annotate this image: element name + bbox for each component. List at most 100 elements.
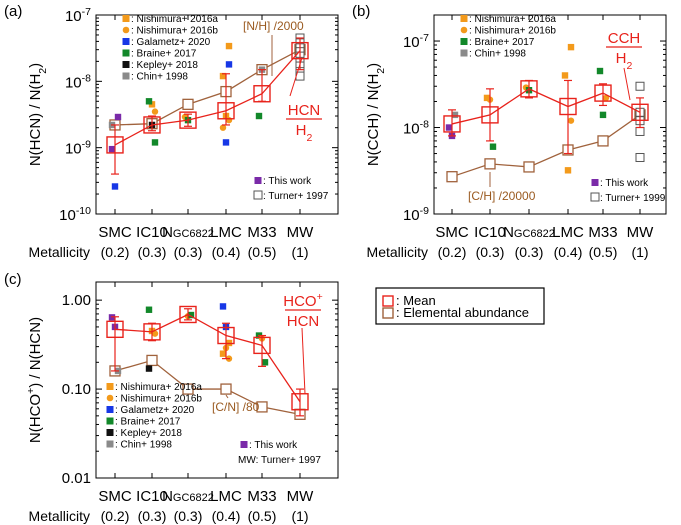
- panel-label: (a): [4, 3, 22, 20]
- x-label-metallicity: (0.4): [212, 508, 241, 524]
- elemental-label: [C/N] /80: [212, 400, 260, 414]
- mean-point: [179, 111, 197, 129]
- x-label-metallicity: (0.4): [212, 244, 241, 260]
- panel-c: (c) 0.01 0.10 1.00 N(HCO+) / N(HCN) SMC (0.2) I…: [4, 271, 339, 524]
- legend-text: MW: Turner+ 1997: [238, 455, 321, 466]
- point-nishimura_a: [564, 167, 572, 174]
- mean-point: [217, 326, 235, 345]
- legend-marker-galametz: [122, 38, 130, 45]
- legend-marker-galametz: [106, 406, 114, 413]
- point-galametz: [219, 303, 227, 310]
- legend-text: : Braine+ 2017: [469, 37, 535, 48]
- point-braine: [596, 67, 604, 75]
- x-label-metallicity: (0.3): [476, 244, 505, 260]
- elemental-pointer: [225, 394, 229, 399]
- legend-marker-braine: [106, 417, 114, 425]
- legend-mean-text: : Mean: [396, 293, 436, 308]
- ratio-label-numerator: CCH: [608, 30, 641, 47]
- mean-point: [594, 84, 612, 102]
- point-braine: [261, 359, 269, 366]
- elemental-point: [597, 135, 609, 147]
- elemental-point: [220, 383, 232, 395]
- panel-a: (a) 10-10 10-9 10-8 10-7 N(HCN) / N(H2) SMC (0.…: [4, 3, 339, 260]
- panel-label: (b): [352, 3, 370, 20]
- legend-text: : Kepley+ 2018: [115, 428, 182, 439]
- legend-text: : Nishimura+ 2016a: [115, 382, 202, 393]
- mean-point: [179, 305, 197, 324]
- mean-point: [631, 103, 649, 121]
- turner-point: [635, 153, 645, 163]
- point-this_work: [108, 145, 116, 153]
- elemental-point: [484, 158, 496, 170]
- legend-marker-nishimura_a: [106, 383, 114, 390]
- mean-line: [114, 313, 301, 403]
- x-label-galaxy: M33: [247, 488, 276, 505]
- x-label-metallicity: (0.5): [248, 508, 277, 524]
- mean-point: [291, 393, 309, 411]
- mean-point: [253, 336, 271, 355]
- mean-point: [143, 116, 161, 134]
- ratio-label-numerator: HCO+: [283, 291, 322, 310]
- point-galametz: [222, 139, 230, 146]
- point-nishimura_b: [151, 108, 159, 115]
- point-nishimura_b: [219, 124, 227, 131]
- legend-marker-turner: [590, 192, 600, 202]
- x-label-galaxy: SMC: [435, 224, 469, 241]
- ratio-pointer: [301, 327, 306, 394]
- legend-marker-turner: [253, 190, 263, 200]
- panel-b: (b) 10-9 10-8 10-7 N(CCH) / N(H2) SMC (0.2) IC1…: [352, 3, 667, 260]
- point-braine: [489, 143, 497, 150]
- x-label-galaxy: MW: [287, 488, 314, 505]
- point-braine: [151, 139, 159, 146]
- legend-text: : Nishimura+ 2016a: [469, 14, 556, 25]
- point-braine: [255, 112, 263, 120]
- x-label-galaxy: M33: [588, 224, 617, 241]
- y-tick-label: 10-8: [65, 72, 91, 91]
- mean-point: [520, 80, 538, 98]
- legend-marker-chin: [106, 440, 114, 448]
- turner-point: [635, 81, 645, 91]
- point-braine: [187, 311, 195, 319]
- y-tick-label: 10-7: [65, 6, 91, 25]
- x-label-metallicity: (0.3): [138, 244, 167, 260]
- legend-marker-nishimura_a: [122, 15, 130, 22]
- legend-marker-this_work: [240, 441, 248, 448]
- legend-box: [375, 287, 545, 325]
- y-tick-label: 10-9: [403, 205, 429, 224]
- x-label-metallicity: (0.5): [248, 244, 277, 260]
- point-galametz: [225, 61, 233, 68]
- mean-point: [106, 136, 124, 154]
- elemental-label: [N/H] /2000: [243, 19, 304, 33]
- legend-text: : Braine+ 2017: [115, 417, 181, 428]
- legend-text: : This work: [600, 178, 649, 189]
- x-label-metallicity: (0.2): [438, 244, 467, 260]
- elemental-point: [146, 354, 158, 367]
- ratio-label-numerator: HCN: [288, 102, 321, 119]
- point-kepley: [145, 365, 153, 372]
- legend-marker-chin: [460, 49, 468, 57]
- y-tick-label: 10-9: [65, 139, 91, 158]
- elemental-point: [446, 171, 458, 183]
- point-nishimura_b: [567, 117, 575, 124]
- x-label-galaxy: IC10: [136, 224, 168, 241]
- mean-point: [217, 102, 235, 120]
- y-tick-label: 10-7: [403, 32, 429, 51]
- plot-frame: [433, 14, 667, 215]
- point-this_work: [114, 113, 122, 121]
- point-nishimura_a: [225, 42, 233, 50]
- x-label-galaxy: MW: [627, 224, 654, 241]
- point-braine: [599, 111, 607, 119]
- point-nishimura_a: [561, 72, 569, 79]
- legend-text: : Nishimura+ 2016b: [131, 26, 218, 37]
- legend-marker-nishimura_b: [106, 394, 114, 402]
- ratio-pointer: [289, 57, 303, 97]
- x-label-galaxy: NGC6822: [162, 488, 214, 505]
- x-label-galaxy: LMC: [210, 488, 242, 505]
- legend-text: : This work: [263, 176, 312, 187]
- ratio-label-denominator: H2: [616, 50, 633, 72]
- point-nishimura_b: [602, 94, 610, 102]
- mean-line: [114, 50, 301, 146]
- elemental-label: [C/H] /20000: [468, 189, 536, 203]
- x-label-metallicity: (1): [291, 244, 308, 260]
